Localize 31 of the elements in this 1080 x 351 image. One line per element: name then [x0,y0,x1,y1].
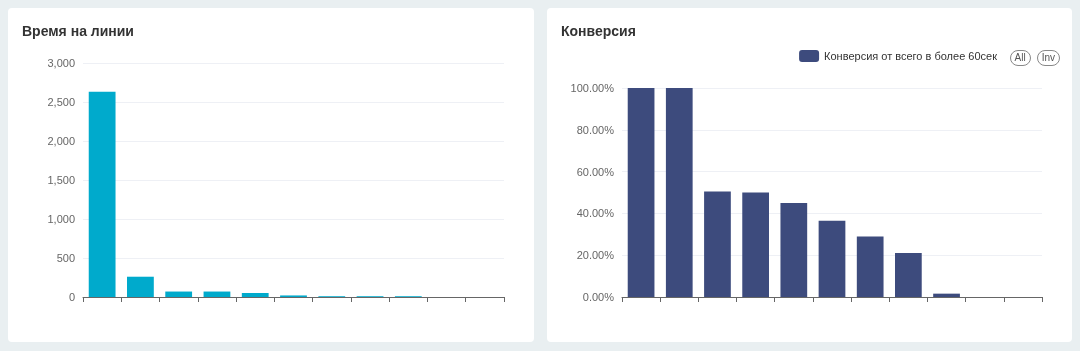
y-tick-label: 3,000 [47,57,75,69]
y-tick-label: 60.00% [576,165,615,178]
y-tick-label: 40.00% [576,207,615,220]
bar [704,191,731,297]
chart-title: Конверсия [561,23,636,39]
y-tick-label: 20.00% [576,249,615,262]
text: Inv [1036,50,1060,66]
bar [241,293,269,297]
bar [165,291,193,297]
bar [127,276,154,297]
y-tick-label: 100.00% [570,82,615,94]
bar [742,192,769,297]
bar [856,236,884,297]
bar [933,293,960,297]
y-tick-label: 1,500 [47,174,75,186]
bar [88,91,116,297]
y-tick-label: 0 [68,291,75,303]
bar [818,220,846,297]
y-tick-label: 1,000 [47,213,75,225]
legend-label: Конверсия от всего в более 60сек [824,50,998,62]
bar [780,202,808,297]
bar [895,253,922,297]
y-tick-label: 80.00% [576,123,615,136]
y-tick-label: 2,500 [47,96,75,108]
bar [665,88,693,297]
text: All [1009,50,1031,66]
bar [627,88,655,297]
y-tick-label: 0.00% [582,291,615,303]
y-tick-label: 500 [56,252,75,264]
y-tick-label: 2,000 [47,135,75,147]
chart-title: Время на линии [22,23,134,39]
